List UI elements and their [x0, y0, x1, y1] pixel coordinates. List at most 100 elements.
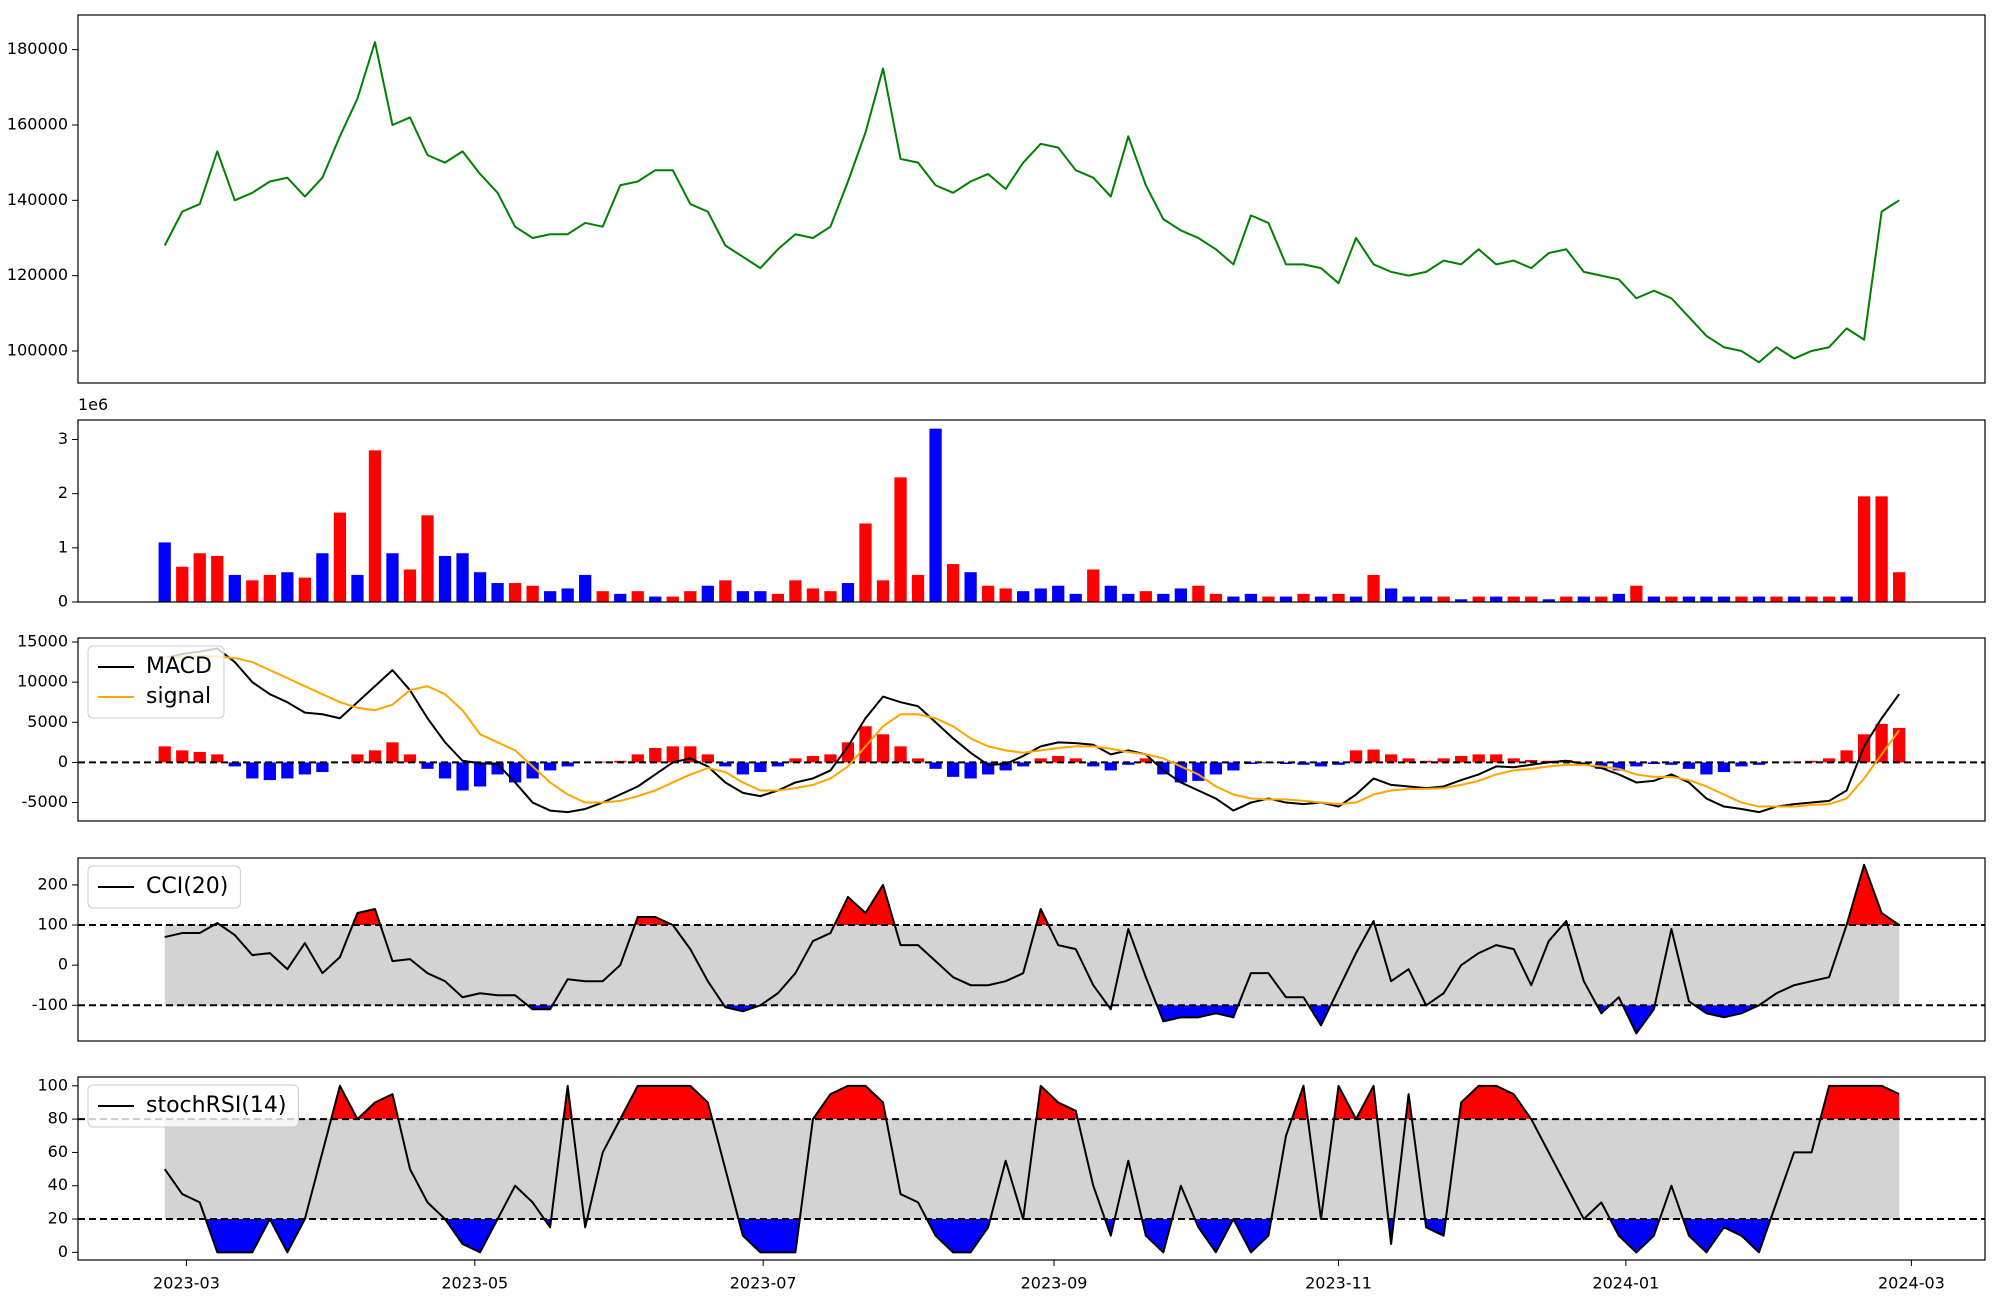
- histogram-bar: [1437, 758, 1450, 763]
- histogram-bar: [1367, 749, 1380, 763]
- bar: [298, 577, 312, 602]
- y-tick-label: 20: [48, 1209, 68, 1228]
- legend: stochRSI(14): [87, 1084, 299, 1128]
- histogram-bar: [1472, 754, 1485, 763]
- bar: [1490, 596, 1503, 602]
- histogram-bar: [351, 754, 364, 763]
- histogram-bar: [999, 762, 1012, 771]
- histogram-bar: [946, 762, 960, 777]
- bar: [456, 553, 469, 602]
- bar: [228, 574, 241, 602]
- legend: MACD signal: [87, 645, 225, 719]
- bar: [1174, 588, 1187, 602]
- bar: [508, 583, 522, 602]
- bar: [876, 580, 890, 602]
- histogram-bar: [1279, 762, 1293, 765]
- histogram-bar: [211, 754, 224, 763]
- histogram-bar: [1209, 762, 1223, 775]
- bar: [1822, 596, 1836, 602]
- histogram-bar: [1384, 754, 1398, 763]
- histogram-bar: [806, 755, 820, 763]
- histogram-bar: [386, 742, 399, 763]
- bar: [999, 588, 1012, 602]
- histogram-bar: [508, 762, 522, 783]
- histogram-bar: [438, 762, 452, 779]
- axes-frame: [77, 637, 1986, 822]
- histogram-bar: [736, 762, 749, 775]
- bar: [754, 591, 767, 602]
- bar: [1314, 596, 1328, 602]
- y-tick-label: 5000: [27, 712, 68, 731]
- bar: [526, 585, 539, 602]
- y-tick-label: -5000: [22, 792, 69, 811]
- plot-area: [158, 428, 1906, 602]
- histogram-bar: [1017, 762, 1030, 767]
- y-tick-label: 120000: [7, 265, 68, 284]
- legend-label: signal: [146, 684, 211, 709]
- bar: [596, 591, 609, 602]
- bar: [1612, 593, 1625, 602]
- histogram-bar: [859, 726, 872, 763]
- histogram-bar: [1735, 762, 1748, 767]
- histogram-bar: [316, 762, 329, 773]
- band: [164, 925, 1900, 1006]
- y-tick-label: 60: [48, 1142, 68, 1161]
- fill-below: [164, 1219, 1900, 1253]
- histogram-bar: [176, 750, 189, 763]
- histogram-bar: [754, 762, 767, 773]
- bar: [544, 591, 557, 602]
- series-line: [163, 41, 1900, 364]
- histogram-bar: [526, 762, 539, 779]
- bar: [736, 591, 749, 602]
- bar: [1472, 596, 1485, 602]
- histogram-bar: [456, 762, 469, 791]
- x-tick-label: 2023-09: [1021, 1274, 1088, 1293]
- histogram-bar: [789, 758, 802, 763]
- bar: [929, 428, 942, 602]
- histogram-bar: [298, 762, 312, 775]
- histogram-bar: [246, 762, 259, 779]
- y-tick-label: 100: [37, 915, 68, 934]
- bar: [333, 512, 347, 602]
- histogram-bar: [1314, 762, 1328, 767]
- bar: [1437, 596, 1450, 602]
- bar: [1752, 596, 1766, 602]
- series-line: [163, 1084, 1900, 1254]
- histogram-bar: [1490, 754, 1503, 763]
- y-tick-label: 40: [48, 1175, 68, 1194]
- histogram-bar: [1332, 762, 1345, 765]
- histogram-bar: [1717, 762, 1731, 773]
- histogram-bar: [1297, 762, 1310, 765]
- bar: [1665, 596, 1678, 602]
- histogram-bar: [1682, 762, 1696, 769]
- histogram-bar: [1034, 758, 1047, 763]
- histogram-bar: [158, 746, 171, 763]
- bar: [859, 523, 872, 602]
- bar: [1139, 591, 1152, 602]
- bar: [1595, 596, 1608, 602]
- bar: [771, 593, 785, 602]
- y-tick-label: 160000: [7, 114, 68, 133]
- legend-label: stochRSI(14): [146, 1093, 287, 1118]
- bar: [561, 588, 574, 602]
- bar: [1332, 593, 1345, 602]
- bar: [1384, 588, 1398, 602]
- x-tick-label: 2023-07: [730, 1274, 797, 1293]
- bar: [403, 569, 417, 602]
- bar: [824, 591, 837, 602]
- bar: [1244, 593, 1258, 602]
- bar: [1122, 593, 1135, 602]
- bar: [701, 585, 714, 602]
- histogram-bar: [368, 750, 382, 763]
- histogram-bar: [649, 747, 662, 763]
- bar: [841, 583, 855, 602]
- series-line: [164, 654, 1900, 808]
- histogram-bar: [1455, 755, 1468, 763]
- bar: [1419, 596, 1433, 602]
- histogram-bar: [473, 762, 487, 787]
- legend-box: [87, 1084, 299, 1128]
- bar: [1052, 585, 1065, 602]
- histogram-bar: [666, 746, 679, 763]
- bar: [351, 574, 364, 602]
- bar: [894, 477, 907, 602]
